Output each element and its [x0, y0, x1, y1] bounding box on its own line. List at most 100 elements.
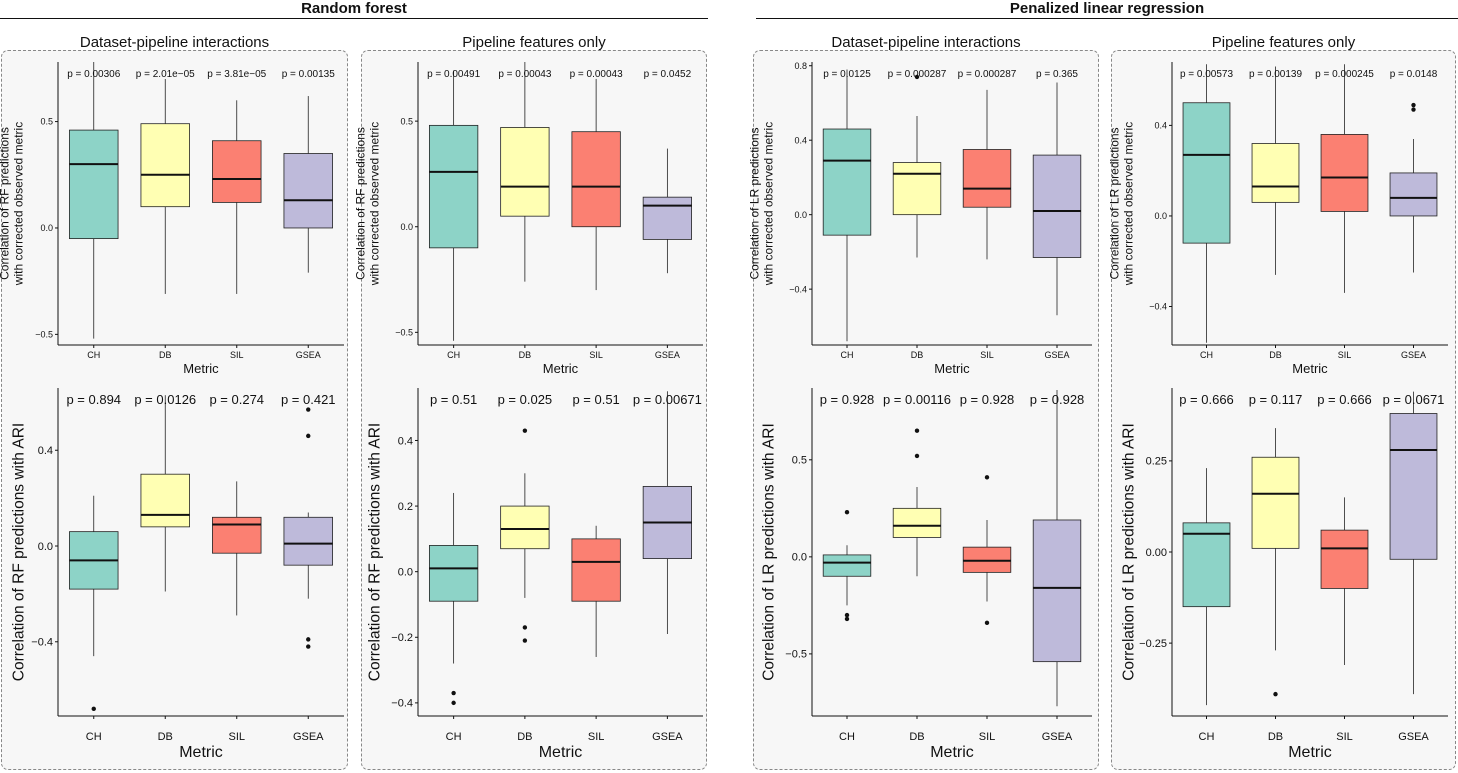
box-gsea: [283, 516, 333, 566]
p-value-label: p = 2.01e−05: [136, 69, 195, 80]
p-value-label: p = 0.928: [960, 392, 1015, 407]
y-tick-label: 0.2: [398, 501, 413, 513]
box-db: [140, 473, 190, 528]
x-axis-label: Metric: [1288, 744, 1332, 761]
x-tick-label: GSEA: [1044, 350, 1069, 360]
x-tick-label: GSEA: [296, 350, 321, 360]
x-tick-label: SIL: [1336, 731, 1353, 743]
y-axis-label: Correlation of RF predictionswith correc…: [354, 122, 382, 286]
y-tick-label: 0.0: [398, 567, 413, 579]
panel-title-rf-pipeline: Pipeline features only: [462, 34, 606, 51]
outlier-point: [306, 407, 311, 412]
p-value-label: p = 0.00116: [883, 392, 951, 407]
outlier-point: [984, 620, 990, 626]
box-db: [500, 505, 550, 550]
x-tick-label: SIL: [1338, 350, 1352, 360]
chart-top-0: −0.5 0.0 0.5 Correlation of RF predictionsw…: [0, 62, 344, 376]
x-tick-label: GSEA: [1042, 731, 1073, 743]
y-axis-label: Correlation of RF predictionswith correc…: [0, 122, 25, 286]
y-tick-label: 0.0: [792, 552, 807, 564]
p-value-label: p = 0.0671: [1383, 392, 1445, 407]
p-value-label: p = 0.00491: [427, 69, 481, 80]
box-db: [1251, 456, 1300, 549]
box-ch: [822, 554, 872, 577]
p-value-label: p = 0.00573: [1180, 69, 1234, 80]
x-axis-label: Metric: [543, 361, 579, 376]
p-value-label: p = 0.0126: [134, 392, 196, 407]
y-axis-label: Correlation of LR predictions with ARI: [760, 423, 777, 681]
x-tick-label: DB: [1268, 731, 1283, 743]
chart-top-2: −0.4 0.0 0.4 0.8 Correlation of LR predictio…: [748, 61, 1092, 376]
outlier-point: [914, 74, 920, 80]
x-tick-label: DB: [911, 350, 924, 360]
x-tick-label: SIL: [979, 731, 996, 743]
x-tick-label: DB: [1269, 350, 1282, 360]
box-sil: [212, 140, 262, 203]
outlier-point: [844, 510, 850, 515]
section-title-penalized-linear-regression: Penalized linear regression: [1009, 0, 1205, 17]
p-value-label: p = 0.666: [1317, 392, 1372, 407]
p-value-label: p = 0.365: [1036, 69, 1078, 80]
x-tick-label: CH: [839, 731, 855, 743]
y-tick-label: −0.4: [31, 637, 53, 649]
outlier-point: [306, 433, 311, 439]
y-tick-label: 0.4: [794, 135, 807, 145]
box-db: [1251, 143, 1300, 203]
chart-bottom-1: −0.4 −0.2 0.0 0.2 0.4 Correlation of RF predi…: [366, 388, 703, 761]
chart-bottom-2: −0.5 0.0 0.5 Correlation of LR predictions …: [760, 388, 1092, 761]
box-sil: [962, 149, 1012, 208]
y-tick-label: 0.0: [794, 210, 807, 220]
panel-title-lr-pipeline: Pipeline features only: [1211, 34, 1356, 51]
p-value-label: p = 0.0125: [823, 69, 871, 80]
outlier-point: [914, 453, 920, 459]
x-tick-label: SIL: [588, 731, 605, 743]
y-tick-label: −0.5: [785, 649, 807, 661]
box-sil: [1320, 529, 1369, 589]
p-value-label: p = 0.00043: [498, 69, 552, 80]
chart-bottom-0: −0.4 0.0 0.4 Correlation of RF predictions …: [10, 388, 344, 761]
x-tick-label: CH: [841, 350, 854, 360]
outlier-point: [451, 700, 456, 706]
x-tick-label: GSEA: [652, 731, 683, 743]
y-tick-label: 0.4: [38, 445, 53, 457]
box-gsea: [1032, 519, 1082, 663]
x-tick-label: CH: [86, 731, 102, 743]
y-tick-label: −0.4: [1149, 302, 1167, 312]
chart-top-1: −0.5 0.0 0.5 Correlation of RF predictionsw…: [354, 62, 703, 376]
x-tick-label: CH: [447, 350, 460, 360]
outlier-point: [91, 706, 96, 712]
p-value-label: p = 0.928: [1030, 392, 1085, 407]
p-value-label: p = 0.421: [281, 392, 336, 407]
y-tick-label: 0.4: [398, 435, 413, 447]
outlier-point: [522, 638, 528, 643]
x-tick-label: SIL: [228, 731, 245, 743]
p-value-label: p = 0.000287: [888, 69, 947, 80]
y-tick-label: 0.0: [400, 222, 413, 232]
x-tick-label: CH: [446, 731, 462, 743]
y-tick-label: 0.00: [1146, 547, 1167, 559]
y-axis-label: Correlation of LR predictionswith correc…: [748, 122, 776, 286]
x-tick-label: DB: [519, 350, 532, 360]
box-ch: [1182, 102, 1231, 244]
p-value-label: p = 0.666: [1179, 392, 1234, 407]
y-axis-label: Correlation of RF predictions with ARI: [10, 423, 27, 681]
box-gsea: [1032, 154, 1082, 258]
box-ch: [428, 545, 479, 602]
x-axis-label: Metric: [1292, 361, 1328, 376]
p-value-label: p = 0.00135: [282, 69, 336, 80]
box-ch: [822, 128, 872, 236]
x-tick-label: GSEA: [293, 731, 324, 743]
y-tick-label: −0.5: [35, 330, 53, 340]
box-sil: [1320, 134, 1369, 212]
x-tick-label: DB: [909, 731, 924, 743]
x-axis-label: Metric: [934, 361, 970, 376]
p-value-label: p = 0.117: [1249, 392, 1303, 407]
section-title-random-forest: Random forest: [301, 0, 407, 17]
y-tick-label: 0.5: [400, 116, 413, 126]
y-tick-label: −0.4: [391, 698, 413, 710]
box-ch: [69, 129, 119, 240]
x-tick-label: SIL: [230, 350, 244, 360]
p-value-label: p = 0.000287: [958, 69, 1017, 80]
box-db: [892, 507, 942, 538]
outlier-point: [522, 625, 528, 630]
